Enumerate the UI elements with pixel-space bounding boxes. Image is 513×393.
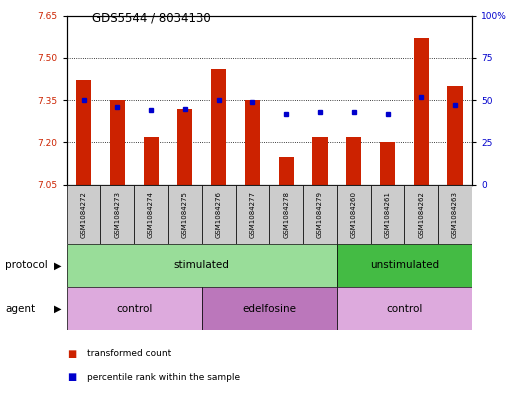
- Bar: [245, 100, 260, 185]
- Text: control: control: [386, 303, 423, 314]
- Bar: [438, 185, 472, 244]
- Bar: [144, 137, 159, 185]
- Text: ▶: ▶: [54, 303, 62, 314]
- Text: percentile rank within the sample: percentile rank within the sample: [87, 373, 240, 382]
- Bar: [202, 185, 235, 244]
- Bar: [177, 108, 192, 185]
- Bar: [101, 185, 134, 244]
- Text: protocol: protocol: [5, 260, 48, 270]
- Text: GSM1084279: GSM1084279: [317, 191, 323, 238]
- Text: GSM1084272: GSM1084272: [81, 191, 87, 238]
- Bar: [211, 69, 226, 185]
- Text: transformed count: transformed count: [87, 349, 171, 358]
- Bar: [337, 185, 370, 244]
- Text: GDS5544 / 8034130: GDS5544 / 8034130: [92, 12, 211, 25]
- Text: GSM1084276: GSM1084276: [215, 191, 222, 238]
- Text: GSM1084263: GSM1084263: [452, 191, 458, 238]
- Text: edelfosine: edelfosine: [242, 303, 297, 314]
- Text: agent: agent: [5, 303, 35, 314]
- Bar: [202, 287, 337, 330]
- Text: ■: ■: [67, 372, 76, 382]
- Text: GSM1084260: GSM1084260: [351, 191, 357, 238]
- Text: control: control: [116, 303, 152, 314]
- Bar: [67, 185, 101, 244]
- Bar: [67, 287, 202, 330]
- Text: GSM1084262: GSM1084262: [418, 191, 424, 238]
- Bar: [110, 100, 125, 185]
- Bar: [279, 156, 294, 185]
- Text: GSM1084261: GSM1084261: [385, 191, 390, 238]
- Text: unstimulated: unstimulated: [370, 260, 439, 270]
- Bar: [337, 244, 472, 287]
- Bar: [67, 244, 337, 287]
- Text: GSM1084277: GSM1084277: [249, 191, 255, 238]
- Bar: [303, 185, 337, 244]
- Text: GSM1084273: GSM1084273: [114, 191, 121, 238]
- Bar: [380, 142, 395, 185]
- Text: GSM1084274: GSM1084274: [148, 191, 154, 238]
- Text: ■: ■: [67, 349, 76, 359]
- Bar: [235, 185, 269, 244]
- Bar: [346, 137, 361, 185]
- Bar: [404, 185, 438, 244]
- Bar: [370, 185, 404, 244]
- Bar: [312, 137, 328, 185]
- Text: GSM1084278: GSM1084278: [283, 191, 289, 238]
- Bar: [76, 81, 91, 185]
- Text: stimulated: stimulated: [174, 260, 230, 270]
- Bar: [269, 185, 303, 244]
- Bar: [413, 38, 429, 185]
- Text: GSM1084275: GSM1084275: [182, 191, 188, 238]
- Bar: [337, 287, 472, 330]
- Text: ▶: ▶: [54, 260, 62, 270]
- Bar: [168, 185, 202, 244]
- Bar: [447, 86, 463, 185]
- Bar: [134, 185, 168, 244]
